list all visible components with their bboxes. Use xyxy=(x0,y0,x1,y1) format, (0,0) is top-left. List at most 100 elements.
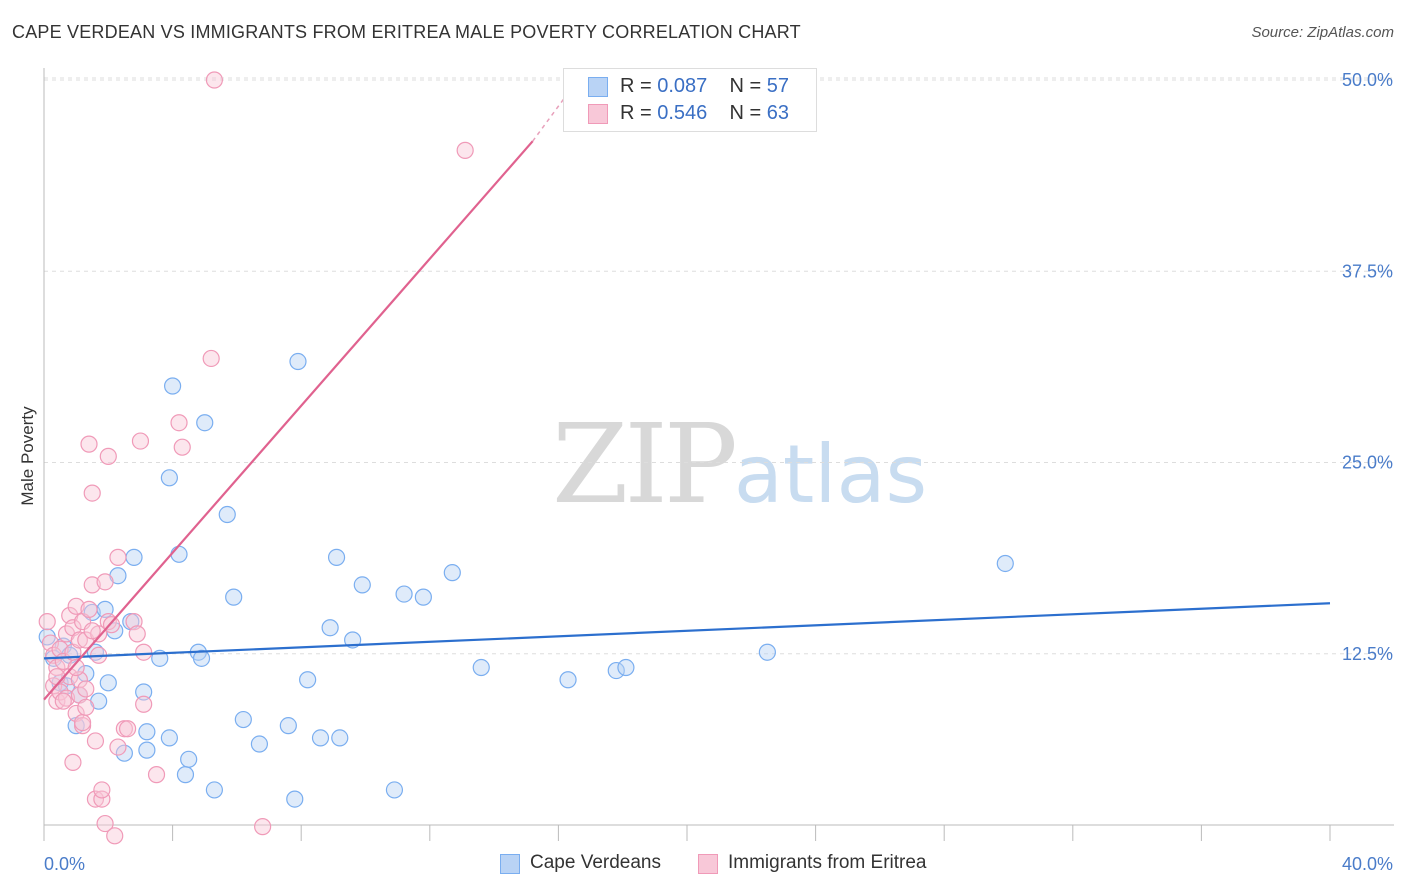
bottom-legend-label: Immigrants from Eritrea xyxy=(728,852,927,873)
point-eritrea xyxy=(48,692,66,710)
point-cape-verdean xyxy=(414,588,432,606)
point-cape-verdean xyxy=(125,548,143,566)
point-cape-verdean xyxy=(617,658,635,677)
point-cape-verdean xyxy=(311,729,330,747)
point-cape-verdean xyxy=(353,576,371,594)
point-cape-verdean xyxy=(299,671,317,689)
point-cape-verdean xyxy=(115,744,133,762)
y-tick-label: 37.5% xyxy=(1342,261,1393,281)
point-eritrea xyxy=(70,631,88,649)
point-cape-verdean xyxy=(196,414,214,432)
point-eritrea xyxy=(83,576,101,594)
point-eritrea xyxy=(77,698,95,716)
point-cape-verdean xyxy=(77,665,95,683)
point-eritrea xyxy=(48,658,66,677)
point-cape-verdean xyxy=(385,781,404,799)
point-eritrea xyxy=(54,692,72,710)
point-eritrea xyxy=(67,658,85,677)
correlation-legend: R = 0.087 N = 57 R = 0.546 N = 63 xyxy=(563,68,817,132)
point-eritrea xyxy=(106,827,124,845)
legend-n-value: 63 xyxy=(766,102,790,124)
point-cape-verdean xyxy=(218,505,236,524)
point-eritrea xyxy=(99,613,117,631)
legend-swatch-blue xyxy=(588,77,608,97)
point-eritrea xyxy=(77,680,95,698)
point-eritrea xyxy=(96,573,114,591)
legend-n-value: 57 xyxy=(766,75,790,97)
point-eritrea xyxy=(96,814,114,833)
chart-title: CAPE VERDEAN VS IMMIGRANTS FROM ERITREA … xyxy=(12,22,801,42)
legend-n-label: N = xyxy=(729,102,767,124)
point-eritrea xyxy=(135,695,153,713)
point-eritrea xyxy=(131,432,150,450)
point-eritrea xyxy=(456,141,474,159)
legend-swatch-pink xyxy=(588,104,608,124)
point-eritrea xyxy=(64,753,82,771)
point-cape-verdean xyxy=(250,735,269,753)
legend-r-label: R = xyxy=(620,75,658,97)
point-eritrea xyxy=(93,790,111,808)
point-eritrea xyxy=(86,732,105,750)
legend-r-value: 0.546 xyxy=(657,102,708,124)
trendline-cape-verdean xyxy=(43,602,1331,660)
point-cape-verdean xyxy=(225,588,243,606)
point-eritrea xyxy=(73,713,92,732)
point-cape-verdean xyxy=(607,661,625,680)
point-cape-verdean xyxy=(135,683,153,701)
bottom-legend-label: Cape Verdeans xyxy=(530,852,661,873)
point-cape-verdean xyxy=(138,741,156,759)
point-eritrea xyxy=(254,818,272,836)
point-cape-verdean xyxy=(559,671,577,689)
point-cape-verdean xyxy=(279,717,297,735)
point-eritrea xyxy=(109,548,127,566)
point-eritrea xyxy=(135,643,153,661)
point-cape-verdean xyxy=(758,643,776,661)
point-eritrea xyxy=(86,790,105,808)
bottom-legend-swatch-blue xyxy=(500,854,520,874)
point-cape-verdean xyxy=(160,469,178,487)
point-eritrea xyxy=(80,435,98,453)
y-tick-label: 50.0% xyxy=(1342,70,1393,90)
legend-r-value: 0.087 xyxy=(657,75,708,97)
point-cape-verdean xyxy=(286,790,304,808)
point-cape-verdean xyxy=(289,352,307,371)
trendline-eritrea xyxy=(43,140,534,701)
watermark-atlas: atlas xyxy=(733,428,928,521)
point-cape-verdean xyxy=(160,729,178,747)
point-cape-verdean xyxy=(170,545,188,563)
legend-r-label: R = xyxy=(620,102,658,124)
point-cape-verdean xyxy=(996,554,1014,573)
watermark: ZIPatlas xyxy=(552,400,927,528)
point-cape-verdean xyxy=(234,710,252,729)
point-cape-verdean xyxy=(327,548,346,566)
point-cape-verdean xyxy=(192,649,211,667)
point-eritrea xyxy=(147,766,166,784)
point-eritrea xyxy=(118,720,137,738)
point-eritrea xyxy=(202,349,220,368)
point-eritrea xyxy=(38,613,56,631)
y-tick-label: 12.5% xyxy=(1342,644,1393,664)
legend-text: R = 0.546 N = 63 xyxy=(620,102,789,125)
point-cape-verdean xyxy=(180,750,198,768)
point-eritrea xyxy=(57,689,76,707)
point-cape-verdean xyxy=(164,377,182,395)
y-tick-label: 25.0% xyxy=(1342,453,1393,473)
legend-n-label: N = xyxy=(729,75,767,97)
point-eritrea xyxy=(83,622,101,640)
watermark-zip: ZIP xyxy=(552,400,738,528)
point-eritrea xyxy=(83,484,101,502)
point-cape-verdean xyxy=(321,619,339,637)
point-eritrea xyxy=(67,597,85,615)
point-cape-verdean xyxy=(472,658,490,677)
point-cape-verdean xyxy=(138,723,156,741)
point-cape-verdean xyxy=(99,674,117,692)
point-cape-verdean xyxy=(443,564,461,582)
x-tick-label: 0.0% xyxy=(44,854,85,874)
legend-text: R = 0.087 N = 57 xyxy=(620,75,789,98)
x-tick-label: 40.0% xyxy=(1342,854,1393,874)
point-eritrea xyxy=(48,668,66,686)
point-eritrea xyxy=(93,781,111,799)
point-eritrea xyxy=(99,447,117,465)
point-cape-verdean xyxy=(395,585,413,603)
